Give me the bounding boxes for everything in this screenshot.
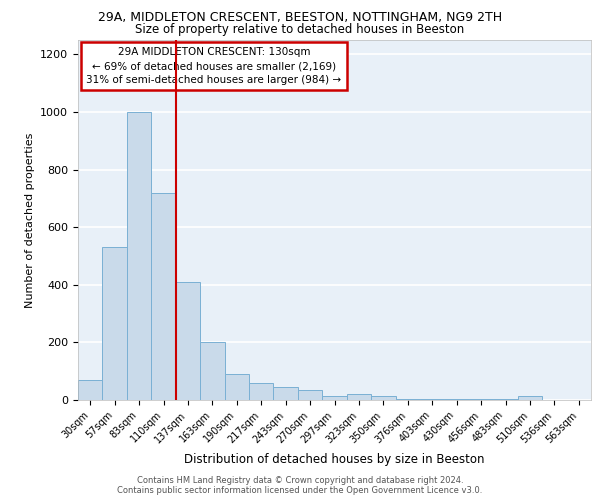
Bar	[298, 390, 322, 400]
Bar	[420, 399, 445, 400]
Bar	[151, 192, 176, 400]
Bar	[445, 399, 469, 400]
Y-axis label: Number of detached properties: Number of detached properties	[25, 132, 35, 308]
Bar	[395, 399, 420, 400]
Text: 29A MIDDLETON CRESCENT: 130sqm
← 69% of detached houses are smaller (2,169)
31% : 29A MIDDLETON CRESCENT: 130sqm ← 69% of …	[86, 47, 341, 85]
Bar	[347, 394, 371, 400]
Bar	[371, 396, 395, 400]
Bar	[274, 387, 298, 400]
Bar	[78, 380, 103, 400]
Bar	[469, 399, 493, 400]
X-axis label: Distribution of detached houses by size in Beeston: Distribution of detached houses by size …	[184, 453, 485, 466]
Bar	[224, 374, 249, 400]
Text: 29A, MIDDLETON CRESCENT, BEESTON, NOTTINGHAM, NG9 2TH: 29A, MIDDLETON CRESCENT, BEESTON, NOTTIN…	[98, 11, 502, 24]
Bar	[103, 248, 127, 400]
Bar	[322, 396, 347, 400]
Text: Size of property relative to detached houses in Beeston: Size of property relative to detached ho…	[136, 22, 464, 36]
Bar	[493, 399, 518, 400]
Bar	[518, 396, 542, 400]
Bar	[127, 112, 151, 400]
Bar	[200, 342, 224, 400]
Text: Contains HM Land Registry data © Crown copyright and database right 2024.
Contai: Contains HM Land Registry data © Crown c…	[118, 476, 482, 495]
Bar	[176, 282, 200, 400]
Bar	[249, 382, 274, 400]
